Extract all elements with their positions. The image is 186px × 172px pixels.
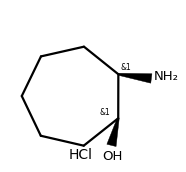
Text: NH₂: NH₂ xyxy=(153,70,178,83)
Polygon shape xyxy=(118,73,152,83)
Text: HCl: HCl xyxy=(69,148,93,162)
Text: &1: &1 xyxy=(120,63,131,72)
Polygon shape xyxy=(107,118,119,147)
Text: &1: &1 xyxy=(100,108,110,117)
Text: OH: OH xyxy=(102,150,123,163)
